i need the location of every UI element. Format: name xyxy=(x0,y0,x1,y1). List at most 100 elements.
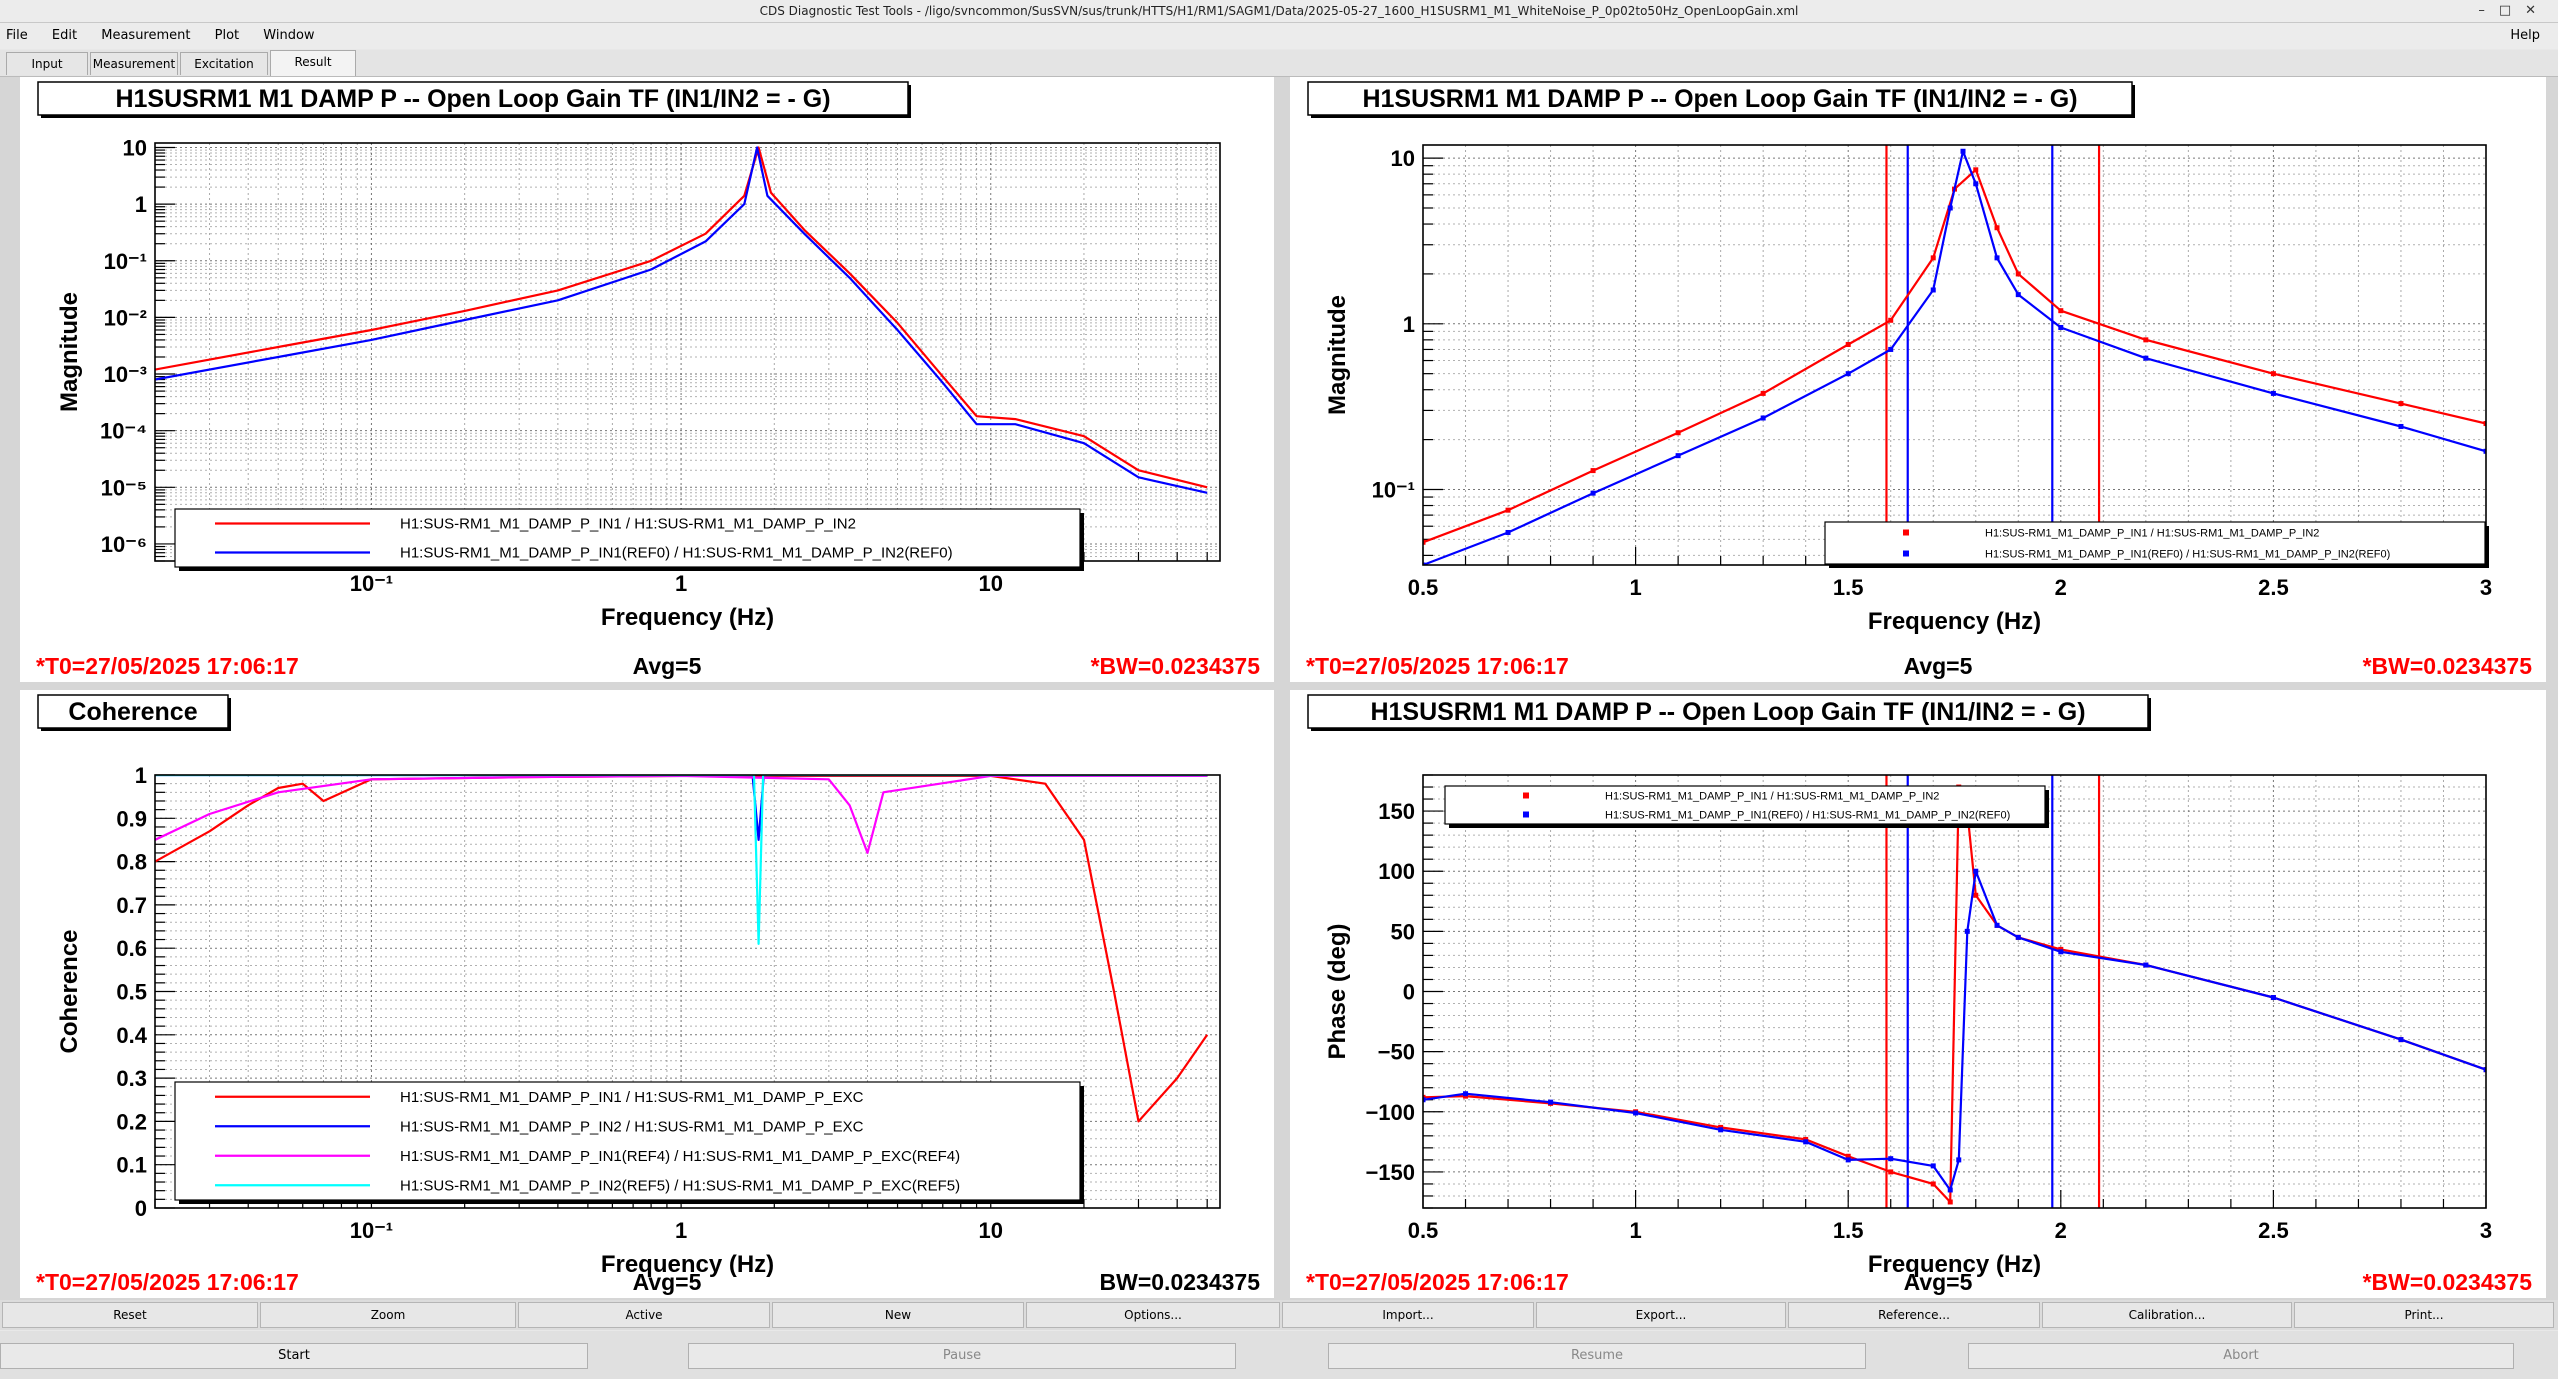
data-point xyxy=(1947,1199,1953,1205)
menu-window[interactable]: Window xyxy=(263,28,315,43)
data-point xyxy=(2398,401,2404,407)
x-axis-label: Frequency (Hz) xyxy=(1868,1251,2041,1278)
data-point xyxy=(2015,271,2021,277)
tab-measurement[interactable]: Measurement xyxy=(90,52,178,75)
menu-file[interactable]: File xyxy=(6,28,28,43)
title-box xyxy=(37,694,229,729)
data-point xyxy=(2270,390,2276,396)
y-tick-label: −50 xyxy=(1378,1040,1415,1065)
data-point xyxy=(1505,529,1511,535)
y-tick-label: 100 xyxy=(1378,859,1415,884)
tab-bar: Input Measurement Excitation Result xyxy=(0,50,2558,77)
data-point xyxy=(1718,1127,1724,1133)
legend-swatch xyxy=(1903,529,1909,536)
y-tick-label: 10⁻³ xyxy=(104,362,147,387)
plot-toolbar: Reset Zoom Active New Options... Import.… xyxy=(0,1300,2558,1330)
chart-3: H1SUSRM1 M1 DAMP P -- Open Loop Gain TF … xyxy=(1306,694,2533,1295)
data-point xyxy=(2483,421,2486,427)
x-tick-label: 3 xyxy=(2480,575,2492,600)
menu-plot[interactable]: Plot xyxy=(214,28,240,43)
reset-button[interactable]: Reset xyxy=(2,1302,258,1328)
title-box xyxy=(1307,81,2133,116)
x-axis-label: Frequency (Hz) xyxy=(601,1251,774,1278)
chart-title: Coherence xyxy=(68,698,197,726)
menu-bar: File Edit Measurement Plot Window Help xyxy=(0,23,2558,49)
series-line-0 xyxy=(155,146,1208,489)
plot-pad-magnitude-log[interactable]: H1SUSRM1 M1 DAMP P -- Open Loop Gain TF … xyxy=(20,77,1274,682)
chart-1: H1SUSRM1 M1 DAMP P -- Open Loop Gain TF … xyxy=(1306,81,2532,679)
abort-button[interactable]: Abort xyxy=(1968,1343,2514,1369)
resume-button[interactable]: Resume xyxy=(1328,1343,1866,1369)
import-button[interactable]: Import... xyxy=(1282,1302,1534,1328)
menu-help[interactable]: Help xyxy=(2510,28,2540,43)
x-tick-label: 10 xyxy=(979,571,1003,596)
plot-pad-magnitude-zoom[interactable]: H1SUSRM1 M1 DAMP P -- Open Loop Gain TF … xyxy=(1290,77,2546,682)
data-point xyxy=(1845,1157,1851,1163)
data-point xyxy=(1463,1091,1469,1097)
series-line-0 xyxy=(1423,785,2486,1204)
data-point xyxy=(2398,1037,2404,1043)
plot-pad-coherence[interactable]: Coherence 10⁻¹ 1 10 1 0.9 0.8 0.7 0.6 0.5 0.4 0.3 0.… xyxy=(20,690,1274,1298)
footer-bw: BW=0.0234375 xyxy=(1100,1269,1261,1295)
legend-box xyxy=(1824,521,2486,565)
data-point xyxy=(2483,1067,2486,1073)
x-tick-label: 2 xyxy=(2055,1218,2067,1243)
new-button[interactable]: New xyxy=(772,1302,1024,1328)
footer-avg: Avg=5 xyxy=(1904,1269,1973,1295)
y-tick-label: 150 xyxy=(1378,799,1415,824)
footer-t0: *T0=27/05/2025 17:06:17 xyxy=(1306,1269,1569,1295)
data-point xyxy=(1675,453,1681,459)
tab-result[interactable]: Result xyxy=(270,50,356,76)
reference-button[interactable]: Reference... xyxy=(1788,1302,2040,1328)
data-point xyxy=(1675,430,1681,436)
y-tick-label: −150 xyxy=(1365,1160,1415,1185)
y-tick-label: 0.3 xyxy=(116,1066,147,1091)
calibration-button[interactable]: Calibration... xyxy=(2042,1302,2292,1328)
y-tick-label: 10⁻¹ xyxy=(1372,477,1415,502)
legend-box xyxy=(1444,785,2046,825)
data-point xyxy=(2058,949,2064,955)
data-point xyxy=(2143,962,2149,968)
footer-avg: Avg=5 xyxy=(633,1269,702,1295)
y-axis-label: Magnitude xyxy=(1324,295,1351,415)
data-point xyxy=(1845,1153,1851,1159)
y-tick-label: 10⁻⁶ xyxy=(101,532,147,557)
legend-swatch xyxy=(1523,792,1529,799)
tab-excitation[interactable]: Excitation xyxy=(180,52,268,75)
data-point xyxy=(1947,205,1953,211)
data-point xyxy=(1423,539,1426,545)
print-button[interactable]: Print... xyxy=(2294,1302,2554,1328)
chart-title: H1SUSRM1 M1 DAMP P -- Open Loop Gain TF … xyxy=(1362,85,2077,113)
menu-measurement[interactable]: Measurement xyxy=(101,28,191,43)
legend-label: H1:SUS-RM1_M1_DAMP_P_IN2(REF5) / H1:SUS-… xyxy=(400,1177,960,1194)
chart-0: H1SUSRM1 M1 DAMP P -- Open Loop Gain TF … xyxy=(36,81,1261,679)
footer-bw: *BW=0.0234375 xyxy=(2363,1269,2533,1295)
tab-input[interactable]: Input xyxy=(6,52,88,75)
data-point xyxy=(1994,255,2000,261)
pause-button[interactable]: Pause xyxy=(688,1343,1236,1369)
window-controls[interactable]: –□✕ xyxy=(2478,3,2550,18)
export-button[interactable]: Export... xyxy=(1536,1302,1786,1328)
y-tick-label: 0.9 xyxy=(116,806,147,831)
plot-pad-phase[interactable]: H1SUSRM1 M1 DAMP P -- Open Loop Gain TF … xyxy=(1290,690,2546,1298)
data-point xyxy=(1930,1181,1936,1187)
active-button[interactable]: Active xyxy=(518,1302,770,1328)
window-titlebar: CDS Diagnostic Test Tools - /ligo/svncom… xyxy=(0,0,2558,23)
plot-frame xyxy=(154,142,1221,562)
y-tick-label: 10⁻⁵ xyxy=(101,475,147,500)
chart-title: H1SUSRM1 M1 DAMP P -- Open Loop Gain TF … xyxy=(115,85,830,113)
title-box xyxy=(37,81,909,116)
legend-label: H1:SUS-RM1_M1_DAMP_P_IN1(REF0) / H1:SUS-… xyxy=(1605,810,2010,822)
data-point xyxy=(1888,317,1894,323)
y-tick-label: 0.6 xyxy=(116,936,147,961)
options-button[interactable]: Options... xyxy=(1026,1302,1280,1328)
footer-bw: *BW=0.0234375 xyxy=(1091,653,1261,679)
data-point xyxy=(1423,562,1426,565)
menu-edit[interactable]: Edit xyxy=(51,28,78,43)
y-tick-label: 0.5 xyxy=(116,980,147,1005)
y-axis-label: Coherence xyxy=(56,929,83,1053)
start-button[interactable]: Start xyxy=(0,1343,588,1369)
zoom-button[interactable]: Zoom xyxy=(260,1302,516,1328)
y-tick-label: 10 xyxy=(1391,146,1415,171)
grid xyxy=(1422,145,2487,565)
